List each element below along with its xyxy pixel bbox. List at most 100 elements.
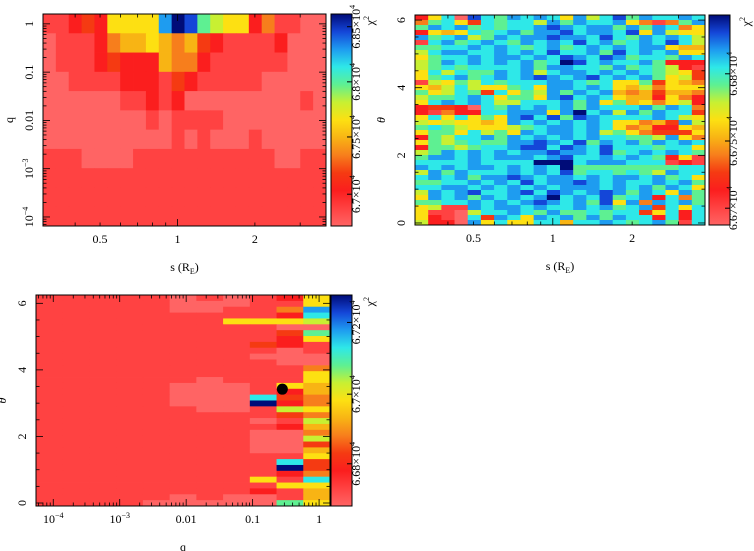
heatmap-cell [652,185,666,191]
heatmap-cell [196,377,224,384]
heatmap-cell [573,175,587,181]
heatmap-cell [533,110,548,116]
heatmap-cell [454,165,469,171]
heatmap-cell [428,150,442,156]
heatmap-cell [36,494,64,501]
heatmap-cell [94,33,108,53]
heatmap-cell [142,359,171,366]
heatmap-cell [68,52,82,73]
heatmap-cell [142,365,171,372]
heatmap-cell [639,50,653,56]
heatmap-cell [612,190,627,196]
heatmap-cell [665,85,680,91]
heatmap-cell [599,90,614,96]
heatmap-cell [196,459,224,466]
heatmap-cell [560,65,574,71]
heatmap-cell [625,150,640,156]
heatmap-cell [612,75,627,81]
label-base: 10 [43,512,55,526]
label-exponent: 4 [725,186,734,190]
heatmap-cell [467,100,482,106]
heatmap-cell [520,140,535,146]
heatmap-cell [612,195,627,201]
heatmap-cell [480,155,495,161]
heatmap-cell [81,187,95,208]
heatmap-cell [415,195,429,201]
heatmap-cell [116,371,144,378]
heatmap-cell [678,160,693,166]
heatmap-cell [36,429,64,437]
heatmap-cell [639,195,653,201]
heatmap-cell [223,168,237,188]
heatmap-cell [36,371,64,378]
heatmap-cell [639,205,653,211]
heatmap-cell [300,52,314,73]
heatmap-cell [223,429,251,437]
heatmap-cell [89,441,117,448]
heatmap-cell [652,180,666,186]
heatmap-cell [691,130,706,136]
heatmap-cell [480,160,495,166]
heatmap-cell [249,394,277,401]
heatmap-cell [68,110,82,131]
heatmap-cell [415,35,429,41]
heatmap-cell [652,105,666,111]
heatmap-cell [223,500,251,507]
heatmap-cell [261,33,275,53]
heatmap-cell [94,110,108,131]
heatmap-cell [248,110,263,131]
heatmap-cell [560,130,574,136]
heatmap-cell [116,412,144,419]
heatmap-cell [665,50,680,56]
heatmap-cell [546,150,561,156]
heatmap-cell [287,148,301,169]
heatmap-cell [494,210,508,216]
heatmap-cell [480,130,495,136]
heatmap-cell [249,359,277,366]
heatmap-cell [441,195,455,201]
heatmap-cell [691,15,706,21]
heatmap-cell [625,15,640,21]
heatmap-cell [116,347,144,355]
heatmap-cell [62,418,90,425]
heatmap-cell [612,90,627,96]
heatmap-cell [158,14,173,34]
heatmap-cell [89,347,117,355]
heatmap-cell [116,365,144,372]
heatmap-cell [107,110,121,131]
heatmap-cell [303,306,331,313]
heatmap-cell [107,33,121,53]
heatmap-cell [507,70,521,76]
heatmap-cell [36,341,64,349]
heatmap-cell [546,80,561,86]
heatmap-cell [197,206,211,227]
heatmap-cell [639,135,653,141]
heatmap-cell [287,52,301,73]
heatmap-cell [223,353,251,360]
heatmap-cell [303,330,331,337]
heatmap-cell [116,306,144,313]
heatmap-cell [249,459,277,466]
heatmap-cell [145,148,160,169]
heatmap-cell [249,336,277,343]
heatmap-cell [612,110,627,116]
heatmap-cell [560,40,574,46]
heatmap-cell [639,70,653,76]
heatmap-cell [142,435,171,442]
heatmap-cell [652,45,666,51]
heatmap-cell [415,60,429,66]
heatmap-cell [533,115,548,121]
heatmap-cell [210,129,224,150]
heatmap-cell [441,190,455,196]
heatmap-cell [276,435,304,442]
heatmap-cell [454,185,469,191]
heatmap-cell [625,50,640,56]
heatmap-cell [546,215,561,221]
heatmap-cell [428,60,442,66]
heatmap-cell [599,160,614,166]
heatmap-cell [428,220,442,226]
heatmap-cell [142,447,171,454]
heatmap-cell [560,175,574,181]
heatmap-cell [639,125,653,131]
heatmap-cell [560,190,574,196]
